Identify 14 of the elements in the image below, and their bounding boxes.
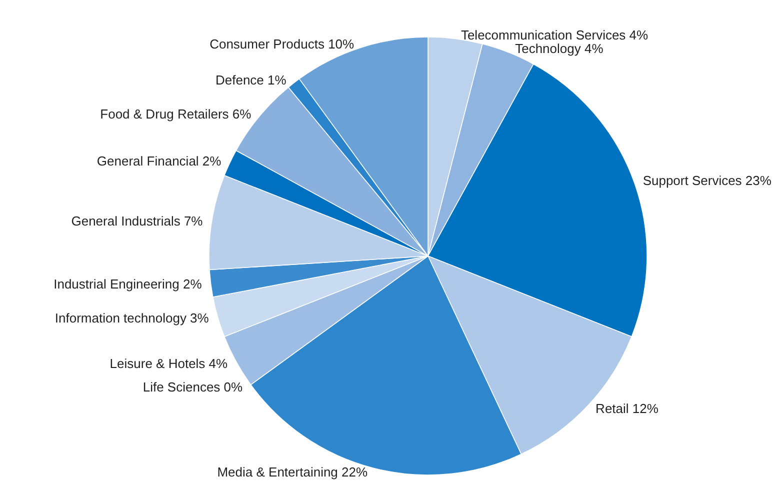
slice-label: General Financial 2% — [96, 154, 222, 169]
slice-label: Technology 4% — [515, 41, 604, 56]
slice-label: Support Services 23% — [642, 172, 772, 188]
slice-label: General Industrials 7% — [71, 214, 204, 229]
slice-label: Leisure & Hotels 4% — [110, 356, 228, 371]
slice-label: Media & Entertaining 22% — [217, 464, 368, 480]
slice-label: Retail 12% — [596, 401, 659, 416]
slice-label: Consumer Products 10% — [210, 36, 355, 52]
slice-label: Food & Drug Retailers 6% — [100, 106, 252, 122]
category-label: Life Sciences 0% — [142, 380, 243, 395]
slice-label: Telecommunication Services 4% — [460, 27, 649, 42]
slice-label: Defence 1% — [215, 72, 287, 88]
slice-label: Industrial Engineering 2% — [54, 276, 202, 292]
slice-label: Information technology 3% — [54, 310, 210, 326]
